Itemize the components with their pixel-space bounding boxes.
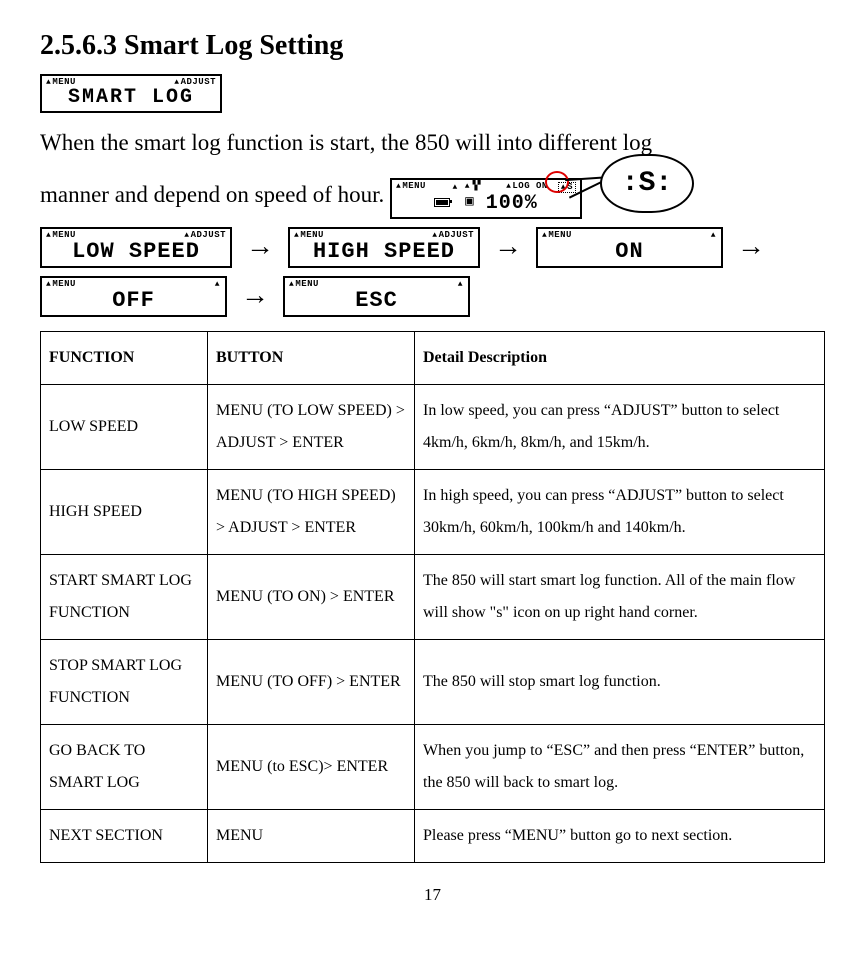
arrow-icon: → [246, 233, 274, 261]
paragraph-line-1: When the smart log function is start, th… [40, 121, 825, 165]
gps-icon: ▣ [465, 195, 472, 210]
cell-button: MENU (TO ON) > ENTER [208, 554, 415, 639]
cell-description: The 850 will start smart log function. A… [415, 554, 825, 639]
lcd-text: HIGH SPEED [294, 240, 474, 264]
lcd-menu-label: MENU [542, 231, 572, 240]
paragraph-line-2: manner and depend on speed of hour. MENU… [40, 173, 825, 219]
cell-description: Please press “MENU” button go to next se… [415, 809, 825, 862]
cell-button: MENU (to ESC)> ENTER [208, 724, 415, 809]
cell-function: STOP SMART LOG FUNCTION [41, 639, 208, 724]
lcd-text: ON [542, 240, 717, 264]
cell-button: MENU [208, 809, 415, 862]
cell-button: MENU (TO OFF) > ENTER [208, 639, 415, 724]
lcd-menu-label: MENU [289, 280, 319, 289]
lcd-off: MENU OFF [40, 276, 227, 317]
flow-row-1: MENU ADJUST LOW SPEED → MENU ADJUST HIGH… [40, 227, 825, 268]
lcd-log-on: MENU ▝▞ LOG ON S ▣ 100% [390, 178, 582, 219]
cell-function: START SMART LOG FUNCTION [41, 554, 208, 639]
page-number: 17 [40, 885, 825, 905]
lcd-text: ▣ 100% [396, 193, 576, 215]
lcd-text: OFF [46, 289, 221, 313]
section-heading: 2.5.6.3 Smart Log Setting [40, 30, 825, 62]
cell-button: MENU (TO HIGH SPEED) > ADJUST > ENTER [208, 469, 415, 554]
table-header-row: FUNCTION BUTTON Detail Description [41, 331, 825, 384]
cell-description: The 850 will stop smart log function. [415, 639, 825, 724]
cell-function: NEXT SECTION [41, 809, 208, 862]
lcd-smart-log: MENU ADJUST SMART LOG [40, 74, 222, 113]
cell-function: LOW SPEED [41, 384, 208, 469]
flow-row-2: MENU OFF → MENU ESC [40, 276, 825, 317]
lcd-text: SMART LOG [46, 87, 216, 109]
callout-bubble: :S: [600, 154, 694, 213]
cell-description: When you jump to “ESC” and then press “E… [415, 724, 825, 809]
lcd-menu-label: MENU [396, 182, 426, 193]
arrow-icon: → [241, 282, 269, 310]
battery-icon [434, 198, 450, 207]
table-row: NEXT SECTION MENU Please press “MENU” bu… [41, 809, 825, 862]
lcd-on: MENU ON [536, 227, 723, 268]
cell-button: MENU (TO LOW SPEED) > ADJUST > ENTER [208, 384, 415, 469]
function-table: FUNCTION BUTTON Detail Description LOW S… [40, 331, 825, 863]
table-row: STOP SMART LOG FUNCTION MENU (TO OFF) > … [41, 639, 825, 724]
lcd-s-indicator: S [558, 182, 576, 193]
lcd-esc: MENU ESC [283, 276, 470, 317]
lcd-high-speed: MENU ADJUST HIGH SPEED [288, 227, 480, 268]
paragraph-line-2-text: manner and depend on speed of hour. [40, 182, 384, 207]
lcd-percent: 100% [486, 192, 538, 215]
table-row: GO BACK TO SMART LOG MENU (to ESC)> ENTE… [41, 724, 825, 809]
table-row: HIGH SPEED MENU (TO HIGH SPEED) > ADJUST… [41, 469, 825, 554]
table-row: START SMART LOG FUNCTION MENU (TO ON) > … [41, 554, 825, 639]
table-row: LOW SPEED MENU (TO LOW SPEED) > ADJUST >… [41, 384, 825, 469]
th-description: Detail Description [415, 331, 825, 384]
cell-description: In high speed, you can press “ADJUST” bu… [415, 469, 825, 554]
th-function: FUNCTION [41, 331, 208, 384]
cell-function: GO BACK TO SMART LOG [41, 724, 208, 809]
lcd-menu-label: MENU [46, 280, 76, 289]
cell-function: HIGH SPEED [41, 469, 208, 554]
cell-description: In low speed, you can press “ADJUST” but… [415, 384, 825, 469]
th-button: BUTTON [208, 331, 415, 384]
arrow-icon: → [737, 233, 765, 261]
signal-icon: ▝▞ [465, 182, 480, 192]
lcd-text: LOW SPEED [46, 240, 226, 264]
lcd-low-speed: MENU ADJUST LOW SPEED [40, 227, 232, 268]
arrow-icon: → [494, 233, 522, 261]
lcd-text: ESC [289, 289, 464, 313]
